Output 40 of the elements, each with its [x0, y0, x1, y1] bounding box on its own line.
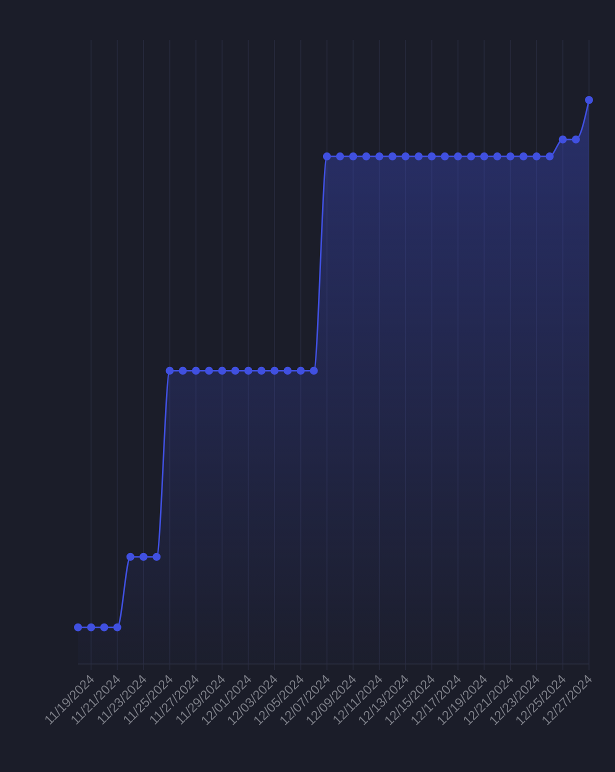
point: [362, 152, 370, 160]
point: [388, 152, 396, 160]
point: [480, 152, 488, 160]
point: [100, 623, 108, 632]
point: [205, 366, 214, 375]
point: [440, 152, 449, 160]
point: [126, 552, 134, 561]
point: [428, 152, 436, 160]
point: [558, 135, 567, 144]
point: [270, 366, 279, 375]
point: [87, 623, 96, 632]
point: [296, 366, 305, 375]
point: [414, 152, 423, 160]
point: [113, 623, 122, 632]
point: [454, 152, 462, 160]
point: [178, 366, 187, 375]
point: [140, 552, 148, 561]
point: [402, 152, 410, 160]
point: [375, 152, 384, 160]
point: [506, 152, 514, 160]
point: [336, 152, 344, 160]
point: [192, 366, 200, 375]
point: [493, 152, 502, 160]
point: [257, 366, 266, 375]
point: [218, 366, 226, 375]
point: [152, 552, 161, 561]
point: [467, 152, 476, 160]
point: [322, 152, 331, 160]
point: [572, 135, 580, 144]
point: [244, 366, 252, 375]
point: [546, 152, 554, 160]
point: [310, 366, 318, 375]
point: [532, 152, 541, 160]
point: [585, 96, 593, 104]
point: [284, 366, 292, 375]
point: [74, 623, 82, 632]
point: [166, 366, 174, 375]
point: [231, 366, 240, 375]
point: [519, 152, 528, 160]
point: [349, 152, 358, 160]
